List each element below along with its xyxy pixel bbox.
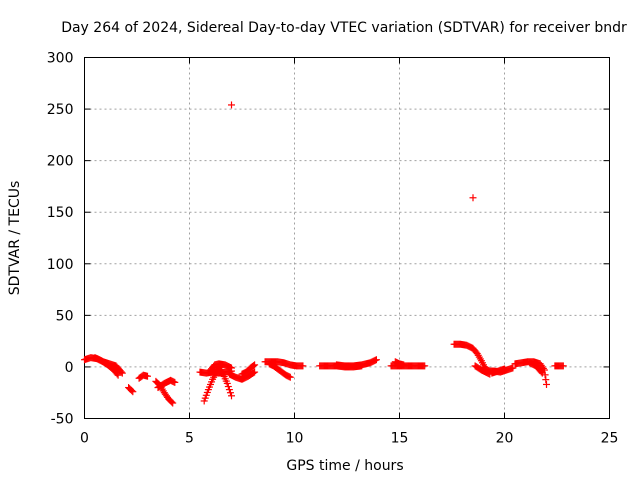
y-tick-label: 150 xyxy=(47,205,74,221)
x-tick-label: 20 xyxy=(496,431,514,447)
data-point xyxy=(168,398,176,406)
data-point xyxy=(509,364,517,372)
data-point xyxy=(171,378,179,386)
data-point xyxy=(226,389,234,397)
data-point xyxy=(223,379,231,387)
x-tick-label: 15 xyxy=(391,431,409,447)
y-tick-label: -50 xyxy=(51,412,74,428)
data-point xyxy=(218,369,226,377)
data-point xyxy=(538,369,546,377)
x-tick-label: 25 xyxy=(601,431,619,447)
y-tick-label: 100 xyxy=(47,257,74,273)
data-point xyxy=(129,388,137,396)
axis-ticks xyxy=(84,57,610,419)
grid xyxy=(84,57,610,419)
y-tick-label: 200 xyxy=(47,154,74,170)
data-point xyxy=(228,392,235,400)
data-point xyxy=(118,369,126,377)
x-tick-labels: 0 5 10 15 20 25 xyxy=(80,431,618,447)
data-point xyxy=(250,362,258,370)
x-tick-label: 5 xyxy=(185,431,194,447)
plot-frame xyxy=(84,57,610,419)
data-point xyxy=(559,362,567,370)
data-point xyxy=(113,370,121,378)
data-point xyxy=(251,368,259,376)
data-point xyxy=(250,369,258,377)
data-point xyxy=(224,383,232,391)
data-point xyxy=(128,387,136,395)
y-tick-label: 0 xyxy=(65,360,74,376)
data-point xyxy=(372,356,380,364)
y-tick-labels: -50 0 50 100 150 200 250 300 xyxy=(47,51,74,428)
x-axis-title: GPS time / hours xyxy=(286,458,403,474)
y-tick-label: 50 xyxy=(56,308,74,324)
data-point xyxy=(169,399,177,407)
data-point xyxy=(542,376,550,384)
y-axis-title: SDTVAR / TECUs xyxy=(7,181,23,296)
outlier-point xyxy=(228,101,235,109)
data-point xyxy=(537,368,545,376)
data-point xyxy=(299,362,307,370)
data-point xyxy=(421,362,429,370)
data-point xyxy=(144,372,151,380)
data-point xyxy=(117,368,125,376)
data-point xyxy=(543,380,550,388)
data-point xyxy=(400,361,408,369)
data-point xyxy=(114,371,122,379)
data-series xyxy=(81,101,567,407)
y-tick-label: 300 xyxy=(47,51,74,67)
data-point xyxy=(228,364,235,372)
x-tick-label: 10 xyxy=(286,431,304,447)
outlier-point xyxy=(469,194,477,202)
data-point xyxy=(286,373,294,381)
x-tick-label: 0 xyxy=(80,431,89,447)
data-point xyxy=(225,386,233,394)
chart-title: Day 264 of 2024, Sidereal Day-to-day VTE… xyxy=(61,20,627,36)
y-tick-label: 250 xyxy=(47,102,74,118)
data-point xyxy=(501,365,508,373)
data-point xyxy=(251,361,259,369)
